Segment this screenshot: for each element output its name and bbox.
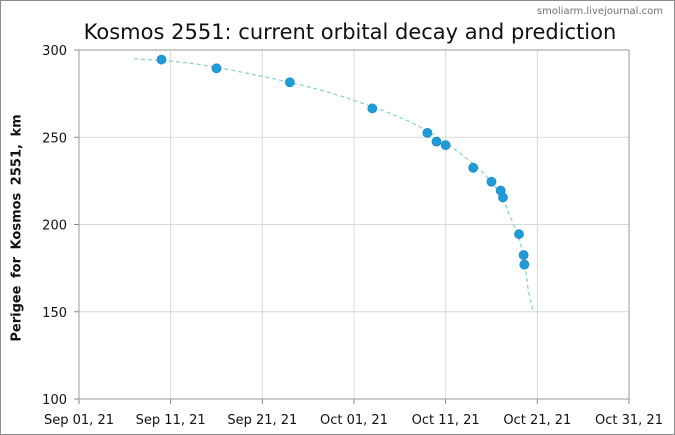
x-tick-label: Oct 21, 21 xyxy=(503,413,571,428)
data-point xyxy=(486,176,497,187)
x-tick-label: Sep 21, 21 xyxy=(227,413,297,428)
data-point xyxy=(211,63,222,74)
data-point xyxy=(518,250,529,260)
x-tick-label: Sep 01, 21 xyxy=(44,413,114,428)
data-point xyxy=(431,136,442,147)
y-tick-label: 250 xyxy=(42,131,67,146)
data-point xyxy=(468,162,479,173)
y-tick-label: 150 xyxy=(42,306,67,321)
x-tick-labels: Sep 01, 21 Sep 11, 21 Sep 21, 21 Oct 01, 21… xyxy=(44,413,663,428)
data-point xyxy=(367,103,378,114)
data-point xyxy=(514,229,524,239)
x-tick-label: Oct 31, 21 xyxy=(595,413,663,428)
y-tick-labels: 100 150 200 250 300 xyxy=(42,44,67,408)
data-point xyxy=(284,77,295,88)
grid-lines xyxy=(74,49,630,404)
x-tick-label: Sep 11, 21 xyxy=(136,413,206,428)
y-tick-label: 100 xyxy=(42,393,67,408)
data-points-layer xyxy=(156,54,530,270)
x-tick-label: Oct 01, 21 xyxy=(320,413,388,428)
y-axis-label: Perigee for Kosmos 2551, km xyxy=(9,114,25,342)
data-point xyxy=(422,127,433,138)
trend-line-layer xyxy=(133,58,534,311)
data-point xyxy=(156,54,167,65)
prediction-trend-line xyxy=(133,58,534,311)
chart-title: Kosmos 2551: current orbital decay and p… xyxy=(83,20,617,44)
y-tick-label: 200 xyxy=(42,219,67,234)
data-point xyxy=(440,140,451,151)
x-tick-label: Oct 11, 21 xyxy=(412,413,480,428)
watermark: smoliarm.livejournal.com xyxy=(536,6,663,17)
data-point xyxy=(519,259,530,270)
plot-area-border xyxy=(78,49,630,400)
y-tick-label: 300 xyxy=(42,44,67,59)
data-point xyxy=(498,192,508,203)
